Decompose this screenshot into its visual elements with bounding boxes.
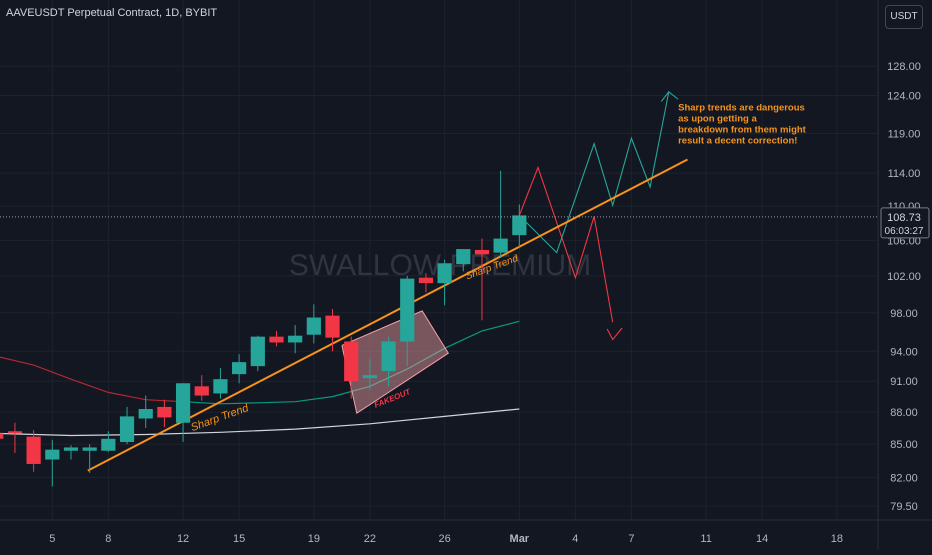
candle-body: [456, 249, 471, 265]
candle-body: [306, 317, 321, 335]
candle-body: [250, 336, 265, 367]
bearish-arrow-head: [606, 327, 623, 341]
countdown-value: 06:03:27: [885, 226, 924, 237]
price-tick-label: 124.00: [887, 91, 921, 103]
date-tick-label: 26: [438, 533, 450, 545]
date-tick-label: 7: [628, 533, 634, 545]
grid: [0, 0, 878, 520]
date-tick-label: 4: [572, 533, 578, 545]
price-tick-label: 91.00: [890, 376, 918, 388]
candle-body: [381, 341, 396, 372]
candles: [0, 170, 527, 487]
candle-body: [175, 383, 191, 423]
price-tick-label: 98.00: [890, 308, 918, 320]
candle-body: [474, 249, 490, 255]
date-tick-label: 8: [105, 533, 111, 545]
date-tick-label: 19: [308, 533, 320, 545]
price-tick-label: 102.00: [887, 271, 921, 283]
bullish-arrow-head: [660, 91, 679, 102]
note-line: result a decent correction!: [678, 136, 797, 147]
price-tick-label: 128.00: [887, 61, 921, 73]
candle-body: [26, 436, 41, 464]
bearish-projection: [518, 165, 614, 323]
price-tick-label: 85.00: [890, 439, 918, 451]
date-tick-label: 15: [233, 533, 245, 545]
note-line: breakdown from them might: [678, 125, 807, 136]
moving-average-long: [0, 408, 520, 437]
price-tick-label: 119.00: [888, 129, 921, 141]
symbol-title: AAVEUSDT Perpetual Contract, 1D, BYBIT: [6, 7, 218, 19]
price-tick-label: 114.00: [888, 168, 921, 180]
candle-body: [157, 406, 172, 418]
sharp-trend-label: Sharp Trend: [189, 402, 251, 434]
candle-body: [45, 449, 60, 460]
candle-body: [400, 278, 415, 342]
candle-body: [437, 263, 452, 284]
date-tick-label: 11: [700, 533, 711, 545]
candle-body: [138, 409, 153, 419]
price-tick-label: 82.00: [890, 472, 918, 484]
candle-body: [101, 438, 116, 451]
candle-body: [362, 375, 377, 379]
candle-body: [325, 315, 340, 338]
candle-body: [119, 416, 135, 443]
date-tick-label: 18: [831, 533, 843, 545]
candle-body: [82, 447, 97, 451]
current-price-badge: [880, 207, 930, 239]
candle-body: [194, 386, 209, 396]
candle-body: [344, 341, 359, 382]
bullish-projection: [518, 91, 670, 254]
note-line: as upon getting a: [678, 114, 757, 125]
price-tick-label: 94.00: [890, 346, 918, 358]
date-tick-label: 5: [49, 533, 55, 545]
moving-average-short-down: [0, 356, 184, 403]
candle-body: [0, 433, 4, 439]
candle-body: [7, 431, 23, 434]
candle-body: [288, 335, 303, 343]
price-tick-label: 88.00: [890, 407, 918, 419]
note-line: Sharp trends are dangerous: [678, 103, 805, 114]
date-tick-label: 22: [364, 533, 376, 545]
candle-body: [418, 277, 434, 284]
time-axis: 5 8 12 15 19 22 26 Mar 4 7 11 14 18: [0, 519, 932, 545]
currency-button[interactable]: USDT: [885, 5, 923, 29]
candle-body: [512, 215, 527, 236]
candle-body: [269, 336, 284, 343]
current-price-value: 108.73: [887, 212, 921, 224]
date-tick-label: 14: [756, 533, 768, 545]
candle-body: [213, 379, 228, 394]
candle-body: [493, 238, 508, 253]
note-text: Sharp trends are dangerous as upon gettin…: [678, 103, 807, 147]
price-tick-label: 79.50: [890, 501, 918, 513]
date-tick-label: Mar: [510, 533, 530, 545]
date-tick-label: 12: [177, 533, 189, 545]
price-axis: 79.50 82.00 85.00 88.00 91.00 94.00 98.00 102.0…: [877, 0, 930, 550]
candle-body: [63, 447, 79, 451]
candle-body: [232, 362, 247, 375]
